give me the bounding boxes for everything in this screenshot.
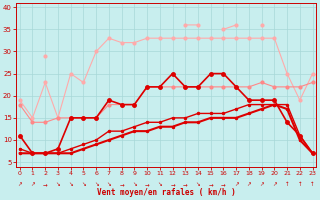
X-axis label: Vent moyen/en rafales ( km/h ): Vent moyen/en rafales ( km/h ) [97, 188, 236, 197]
